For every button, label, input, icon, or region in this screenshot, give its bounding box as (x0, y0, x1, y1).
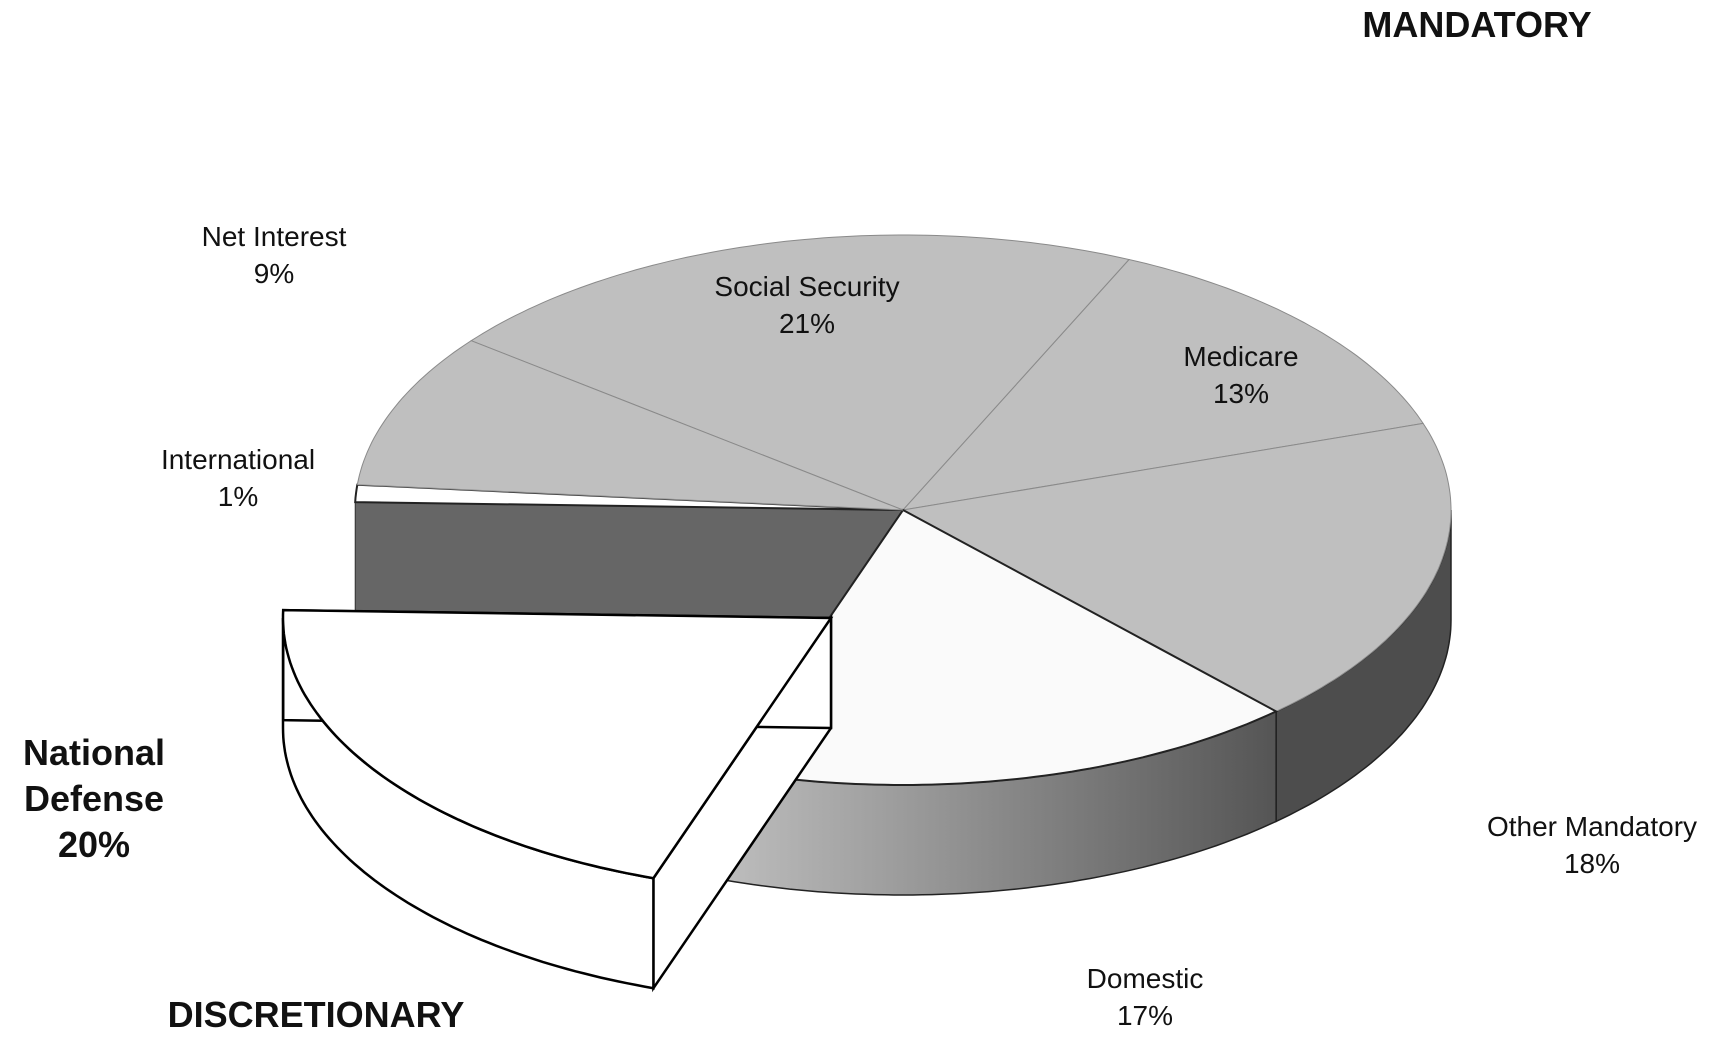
value-label: 9% (253, 258, 295, 289)
group-label: DISCRETIONARY (167, 994, 465, 1035)
group-label: MANDATORY (1362, 4, 1592, 45)
slice-label: Net Interest 9% (202, 218, 347, 292)
slice-label: National Defense 20% (0, 730, 194, 868)
slice (901, 422, 1452, 712)
slice-label: Medicare 13% (1183, 338, 1298, 412)
category-name: Other Mandatory (1486, 811, 1698, 842)
slice (356, 340, 904, 511)
slice (723, 508, 1279, 786)
value-label: 20% (57, 824, 131, 865)
slice-label: International 1% (161, 441, 315, 515)
category-name: Domestic (1086, 963, 1204, 994)
slice-label: Domestic 17% (1087, 960, 1204, 1034)
category-name: Net Interest (201, 221, 347, 252)
slice-label: Other Mandatory 18% (1487, 808, 1697, 882)
value-label: 18% (1563, 848, 1621, 879)
category-name: Medicare (1183, 341, 1299, 372)
category-name: International (160, 444, 316, 475)
slice-label: Social Security 21% (714, 268, 899, 342)
value-label: 17% (1116, 1000, 1174, 1031)
slice (901, 258, 1424, 511)
slice (281, 608, 834, 880)
category-name: National Defense (22, 732, 165, 819)
value-label: 1% (217, 481, 259, 512)
value-label: 21% (778, 308, 836, 339)
category-name: Social Security (714, 271, 900, 302)
slice-cut-side (354, 501, 904, 621)
value-label: 13% (1212, 378, 1270, 409)
